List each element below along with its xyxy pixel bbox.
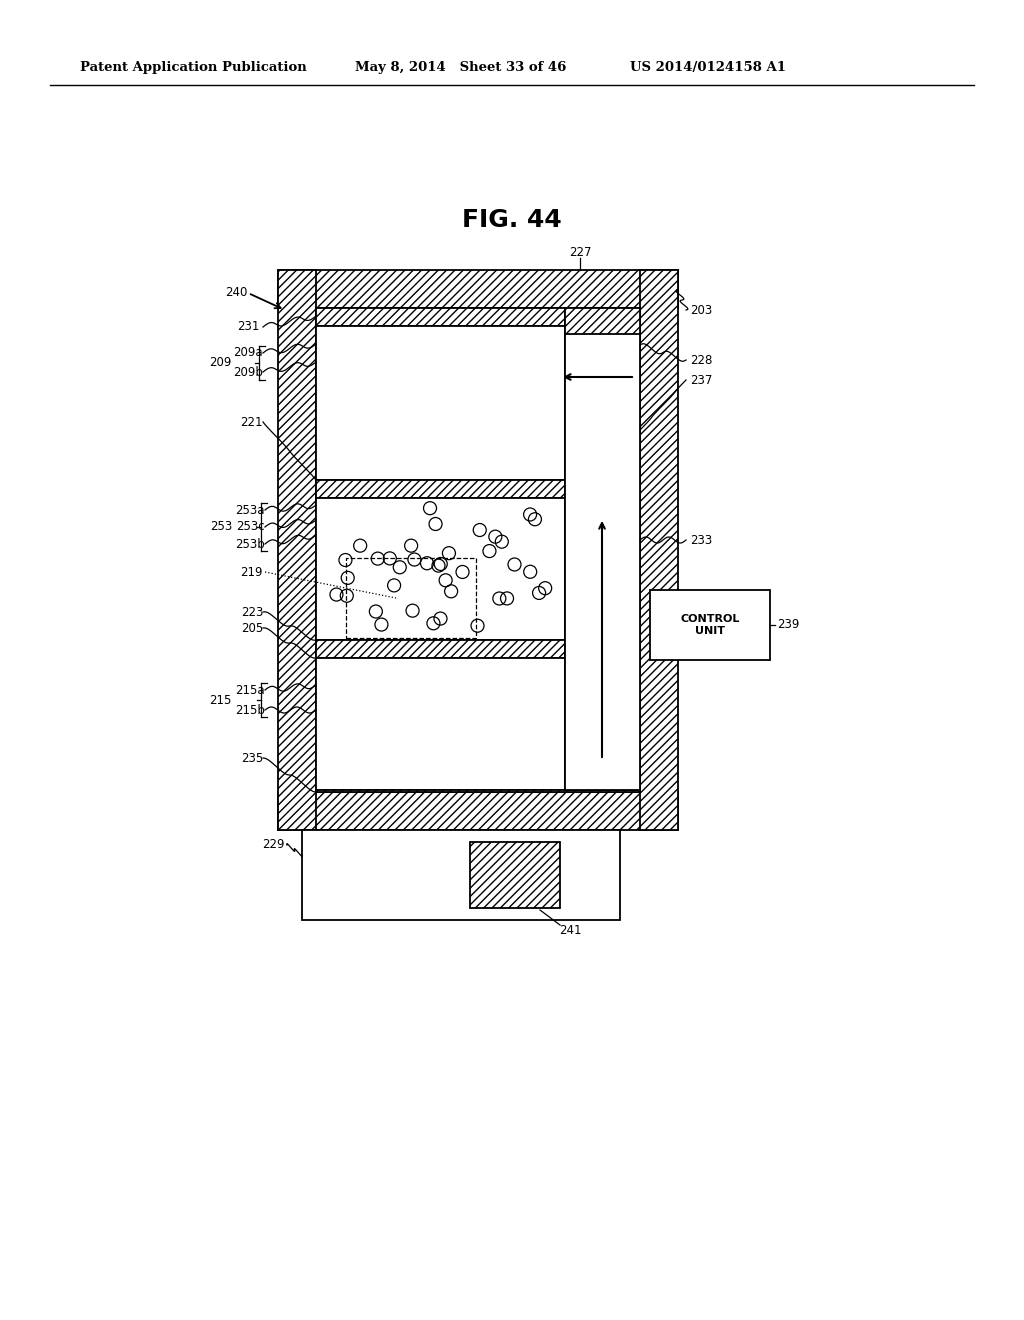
Bar — [346, 558, 476, 638]
Bar — [302, 830, 620, 920]
Bar — [565, 326, 640, 789]
Bar — [278, 271, 316, 830]
Text: 253: 253 — [210, 520, 232, 533]
Bar — [316, 789, 640, 792]
Bar — [316, 657, 565, 789]
Bar — [278, 271, 678, 308]
Text: 233: 233 — [690, 533, 713, 546]
Text: 239: 239 — [777, 619, 800, 631]
Bar — [565, 308, 640, 334]
Bar — [640, 271, 678, 830]
Text: 215a: 215a — [236, 684, 265, 697]
Text: 209: 209 — [210, 355, 232, 368]
Bar — [316, 326, 565, 480]
Text: 221: 221 — [241, 416, 263, 429]
Text: Patent Application Publication: Patent Application Publication — [80, 62, 307, 74]
Bar — [316, 308, 565, 326]
Text: 240: 240 — [225, 286, 248, 300]
Text: 237: 237 — [690, 374, 713, 387]
Bar — [316, 640, 565, 657]
Text: 241: 241 — [559, 924, 582, 936]
Bar — [278, 792, 678, 830]
Text: 229: 229 — [262, 838, 285, 851]
Text: 209a: 209a — [233, 346, 263, 359]
Text: 219: 219 — [241, 565, 263, 578]
Text: 203: 203 — [690, 304, 713, 317]
Bar — [316, 498, 565, 640]
Text: 215b: 215b — [236, 704, 265, 717]
Text: 235: 235 — [241, 751, 263, 764]
Text: 253a: 253a — [236, 503, 265, 516]
Text: May 8, 2014   Sheet 33 of 46: May 8, 2014 Sheet 33 of 46 — [355, 62, 566, 74]
Bar — [650, 590, 770, 660]
Bar — [470, 842, 560, 908]
Text: 215: 215 — [210, 693, 232, 706]
Text: 205: 205 — [241, 622, 263, 635]
Text: 228: 228 — [690, 354, 713, 367]
Text: 253b: 253b — [236, 537, 265, 550]
Text: US 2014/0124158 A1: US 2014/0124158 A1 — [630, 62, 786, 74]
Text: 253c: 253c — [237, 520, 265, 533]
Text: 209b: 209b — [233, 366, 263, 379]
Text: CONTROL
UNIT: CONTROL UNIT — [680, 614, 739, 636]
Text: 223: 223 — [241, 606, 263, 619]
Text: 227: 227 — [568, 246, 591, 259]
Text: FIG. 44: FIG. 44 — [462, 209, 562, 232]
Bar — [316, 480, 565, 498]
Bar — [565, 308, 640, 326]
Text: 231: 231 — [238, 321, 260, 334]
